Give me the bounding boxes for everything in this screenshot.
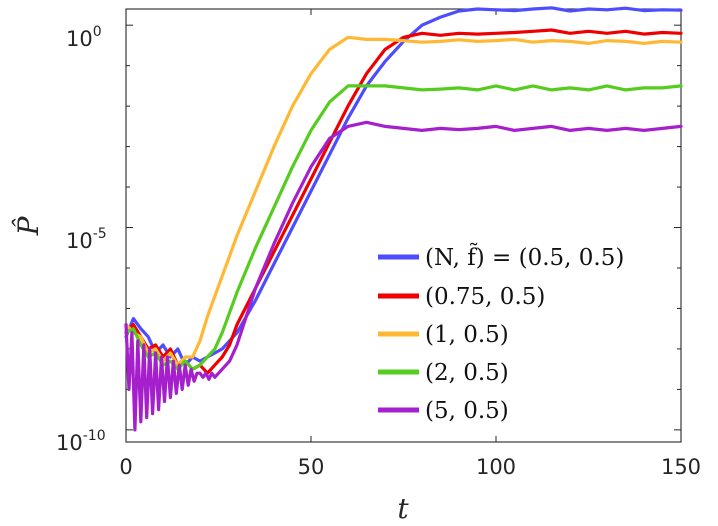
legend-label: (2, 0.5) [425,360,509,386]
legend-label: (N, f̃) = (0.5, 0.5) [425,244,624,271]
y-axis-label: P̂ [12,215,45,236]
legend-label: (1, 0.5) [425,322,509,348]
series-line-2 [124,35,683,367]
series-line-0 [124,6,683,367]
x-tick-label: 100 [476,455,516,479]
x-tick-label: 50 [298,455,325,479]
tick-marks [125,9,682,442]
series-line-4 [124,120,683,432]
legend-label: (5, 0.5) [425,398,509,424]
y-tick-label: 100 [66,24,102,51]
x-tick-label: 0 [119,455,132,479]
y-tick-label: 10-5 [66,226,107,253]
y-tick-label: 10-10 [56,428,106,455]
series-lines [124,6,683,432]
legend: (N, f̃) = (0.5, 0.5) (0.75, 0.5) (1, 0.5… [378,244,624,424]
legend-label: (0.75, 0.5) [425,284,545,310]
x-tick-label: 150 [661,455,701,479]
x-axis-label: t [397,492,409,525]
